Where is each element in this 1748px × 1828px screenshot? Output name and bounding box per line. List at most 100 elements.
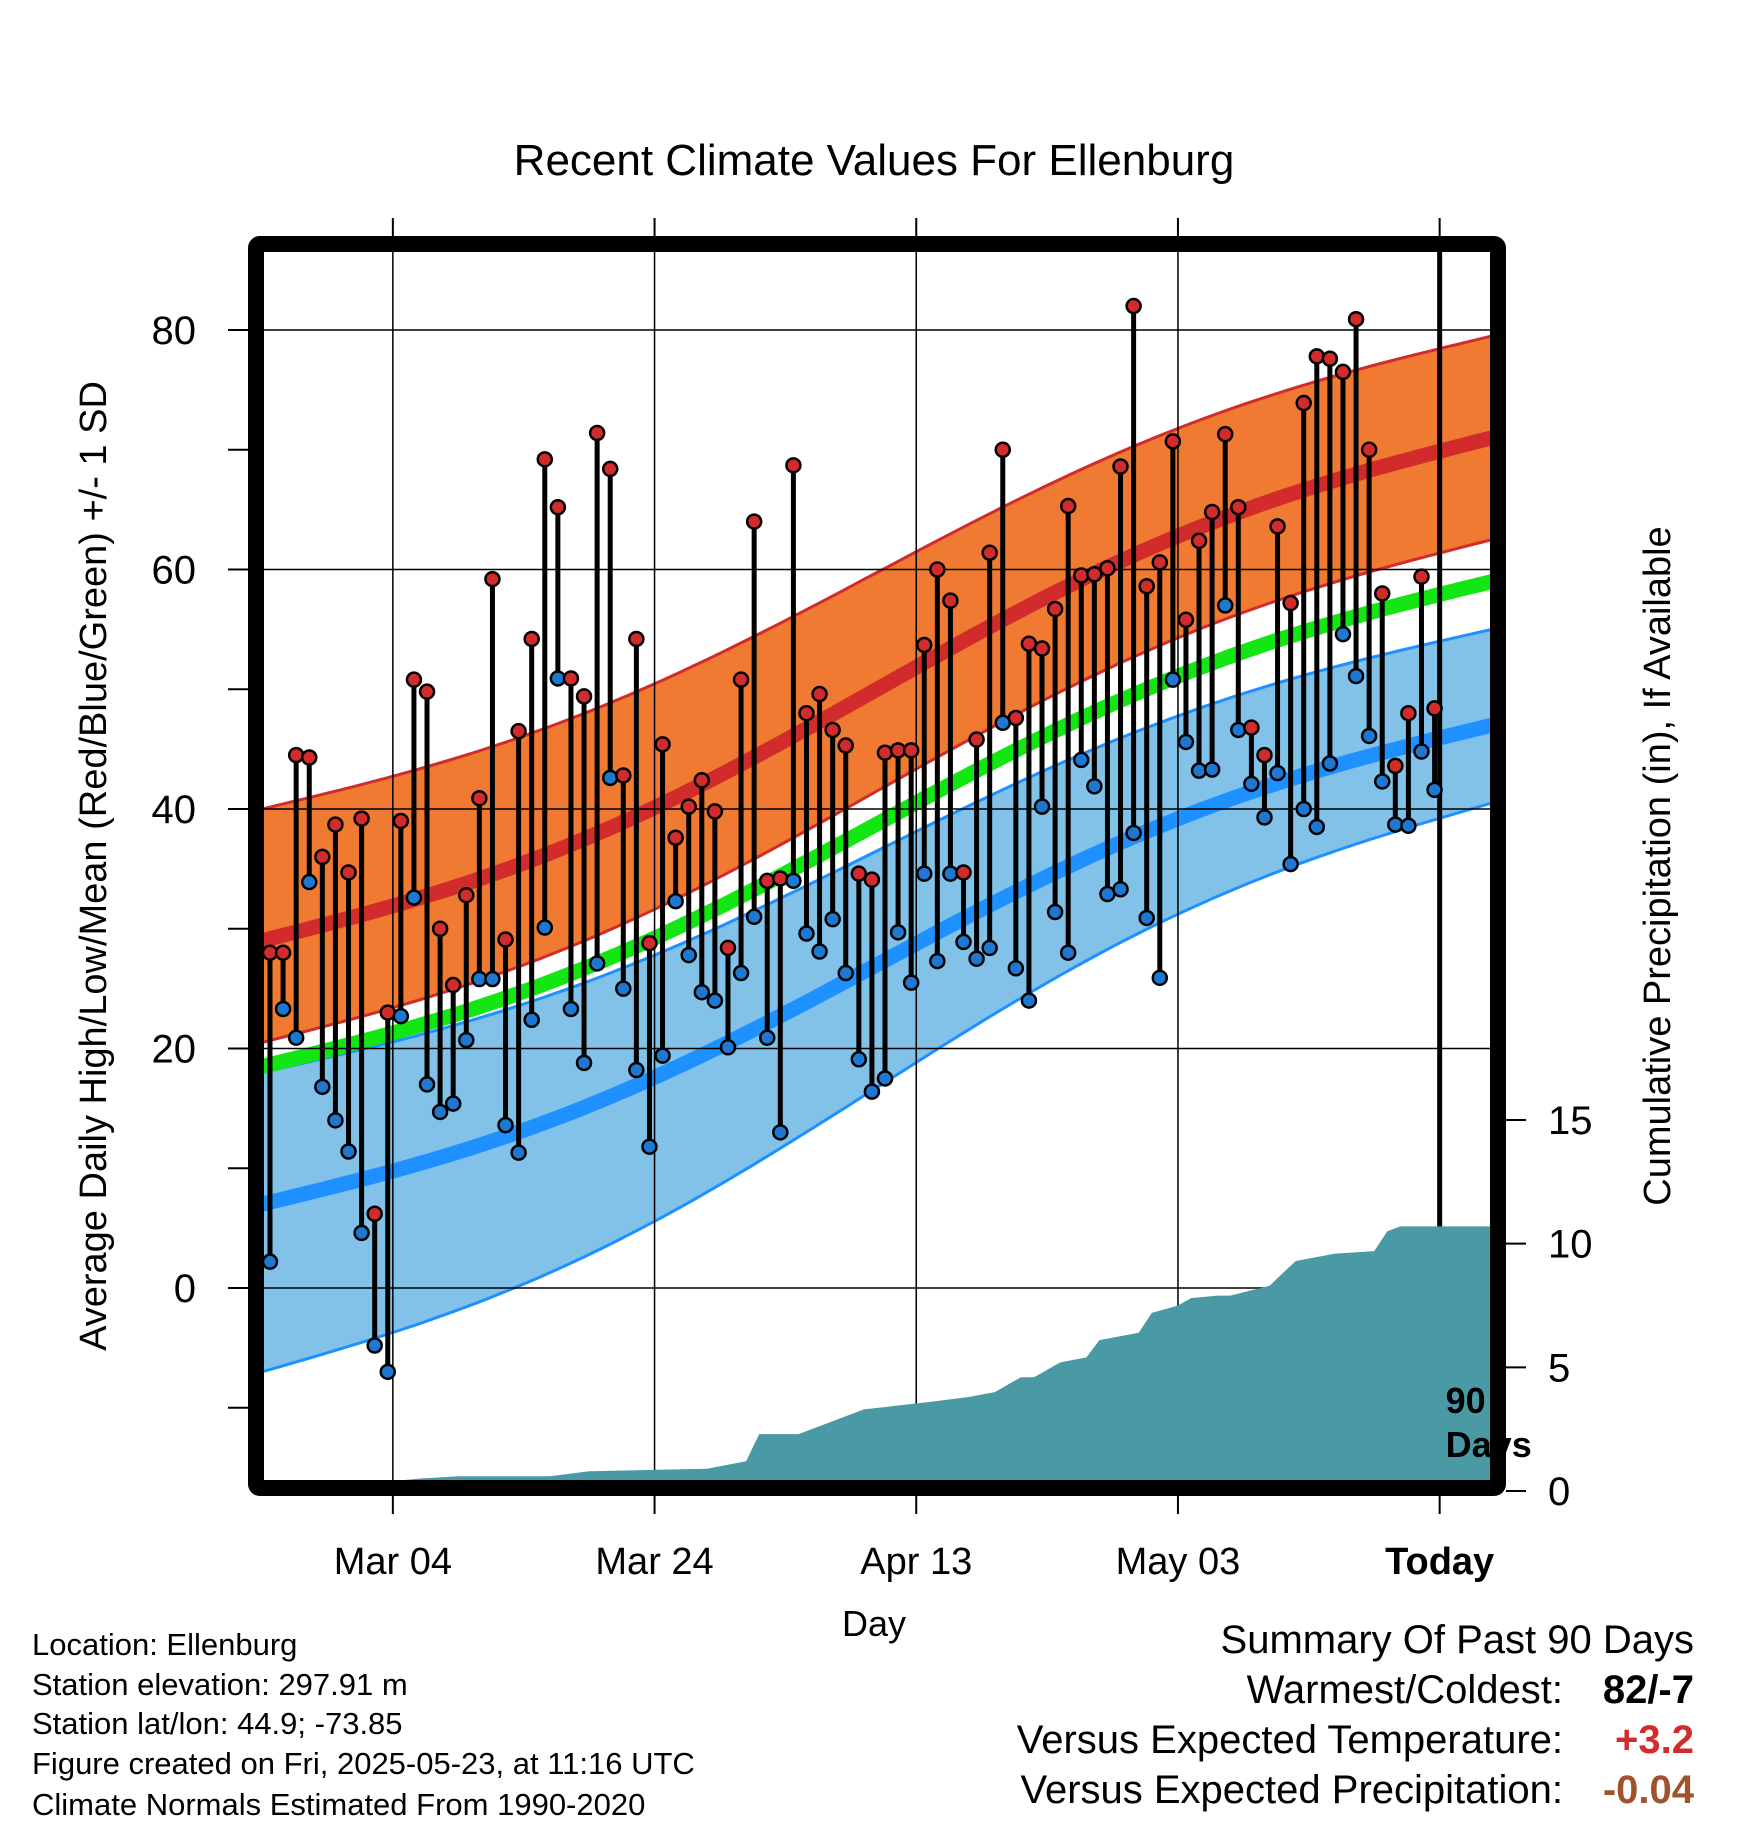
- obs-high-point: [1334, 363, 1352, 381]
- obs-high-point: [471, 789, 488, 807]
- x-axis-label: Day: [842, 1603, 906, 1644]
- obs-low-point: [798, 925, 815, 942]
- obs-high-point: [1295, 394, 1312, 412]
- normal-bands: [262, 334, 1492, 1374]
- obs-high-point: [484, 570, 501, 588]
- obs-low-point: [1282, 855, 1299, 873]
- obs-high-point: [1112, 458, 1129, 475]
- obs-high-point: [1256, 746, 1273, 764]
- obs-high-point: [510, 722, 527, 740]
- obs-low-point: [1190, 762, 1208, 779]
- obs-low-point: [732, 964, 750, 982]
- obs-low-point: [1230, 721, 1247, 739]
- obs-high-point: [314, 848, 331, 866]
- obs-high-point: [1216, 425, 1234, 443]
- obs-high-point: [719, 939, 737, 957]
- info-normals: Climate Normals Estimated From 1990-2020: [32, 1787, 646, 1822]
- obs-high-point: [798, 704, 815, 722]
- y2-tick-label: 10: [1548, 1223, 1593, 1267]
- obs-low-point: [902, 974, 920, 991]
- x-tick-label: Today: [1385, 1541, 1494, 1583]
- obs-high-point: [1033, 640, 1051, 657]
- obs-low-point: [981, 939, 998, 957]
- obs-high-point: [837, 737, 854, 754]
- obs-high-point: [1151, 554, 1169, 571]
- obs-high-point: [1426, 700, 1443, 717]
- obs-low-point: [510, 1144, 527, 1161]
- obs-low-point: [353, 1224, 370, 1242]
- obs-high-point: [1046, 600, 1064, 618]
- obs-low-point: [287, 1029, 305, 1046]
- info-created: Figure created on Fri, 2025-05-23, at 11…: [32, 1746, 695, 1781]
- obs-low-point: [523, 1011, 540, 1029]
- obs-high-point: [1007, 709, 1025, 727]
- obs-low-point: [1400, 817, 1417, 835]
- obs-high-point: [902, 742, 920, 759]
- y-tick-label: 80: [152, 309, 197, 353]
- obs-low-point: [392, 1007, 410, 1025]
- obs-high-point: [1400, 704, 1417, 722]
- y2-tick-label: 0: [1548, 1470, 1570, 1514]
- obs-low-point: [444, 1095, 462, 1112]
- obs-low-point: [1151, 969, 1169, 987]
- obs-low-point: [458, 1031, 475, 1049]
- obs-high-point: [1308, 348, 1326, 365]
- obs-high-point: [850, 865, 868, 882]
- precip-anomaly-label: Versus Expected Precipitation:: [1020, 1768, 1563, 1812]
- obs-low-point: [601, 769, 619, 787]
- obs-low-point: [955, 933, 972, 951]
- obs-low-point: [615, 980, 632, 997]
- obs-high-point: [601, 460, 619, 478]
- obs-low-point: [968, 950, 985, 967]
- obs-high-point: [1373, 585, 1391, 602]
- normal-high-line: [262, 430, 1492, 948]
- obs-low-point: [1334, 625, 1352, 643]
- obs-high-point: [916, 636, 933, 654]
- obs-high-point: [588, 424, 606, 442]
- warmest-value: 82/-7: [1602, 1668, 1694, 1712]
- precip-anomaly-value: -0.04: [1602, 1768, 1694, 1812]
- obs-low-point: [418, 1076, 436, 1093]
- plot-area: [262, 250, 1492, 1482]
- obs-low-point: [641, 1138, 658, 1155]
- obs-low-point: [1256, 809, 1273, 826]
- obs-low-point: [1138, 909, 1155, 927]
- obs-low-point: [758, 1029, 776, 1046]
- obs-low-point: [1308, 818, 1326, 836]
- obs-high-point: [1269, 518, 1286, 535]
- obs-high-point: [628, 630, 645, 648]
- obs-high-point: [876, 744, 894, 761]
- obs-low-point: [497, 1116, 514, 1134]
- obs-low-point: [274, 1000, 292, 1018]
- precip-area: [391, 1226, 1492, 1482]
- obs-high-point: [1177, 611, 1195, 629]
- obs-high-point: [1138, 578, 1155, 595]
- obs-high-point: [641, 934, 658, 952]
- obs-high-point: [392, 812, 410, 830]
- axes: 0 20 40 60 80 0 5 10 15 Mar 04 Mar 24 Apr 13 May 03 T…: [152, 218, 1593, 1583]
- obs-low-point: [340, 1143, 357, 1160]
- y2-tick-label: 15: [1548, 1099, 1593, 1143]
- obs-high-point: [1164, 433, 1182, 450]
- obs-low-point: [1387, 816, 1404, 833]
- obs-low-point: [484, 970, 501, 988]
- obs-high-point: [1125, 297, 1142, 315]
- chart-title: Recent Climate Values For Ellenburg: [514, 136, 1235, 185]
- obs-high-point: [981, 544, 998, 561]
- obs-low-point: [628, 1061, 645, 1079]
- obs-low-point: [379, 1363, 397, 1381]
- obs-high-point: [1203, 503, 1221, 521]
- temp-anomaly-label: Versus Expected Temperature:: [1016, 1718, 1563, 1762]
- obs-low-point: [575, 1054, 593, 1072]
- obs-high-point: [1347, 310, 1365, 328]
- obs-high-point: [1243, 719, 1260, 736]
- obs-low-point: [850, 1051, 868, 1068]
- obs-low-point: [680, 946, 697, 964]
- obs-low-point: [314, 1078, 331, 1096]
- obs-high-point: [863, 871, 881, 888]
- obs-high-point: [929, 561, 946, 578]
- obs-low-point: [431, 1103, 449, 1121]
- obs-high-point: [1073, 567, 1090, 584]
- obs-low-point: [824, 910, 841, 928]
- obs-low-point: [719, 1039, 737, 1056]
